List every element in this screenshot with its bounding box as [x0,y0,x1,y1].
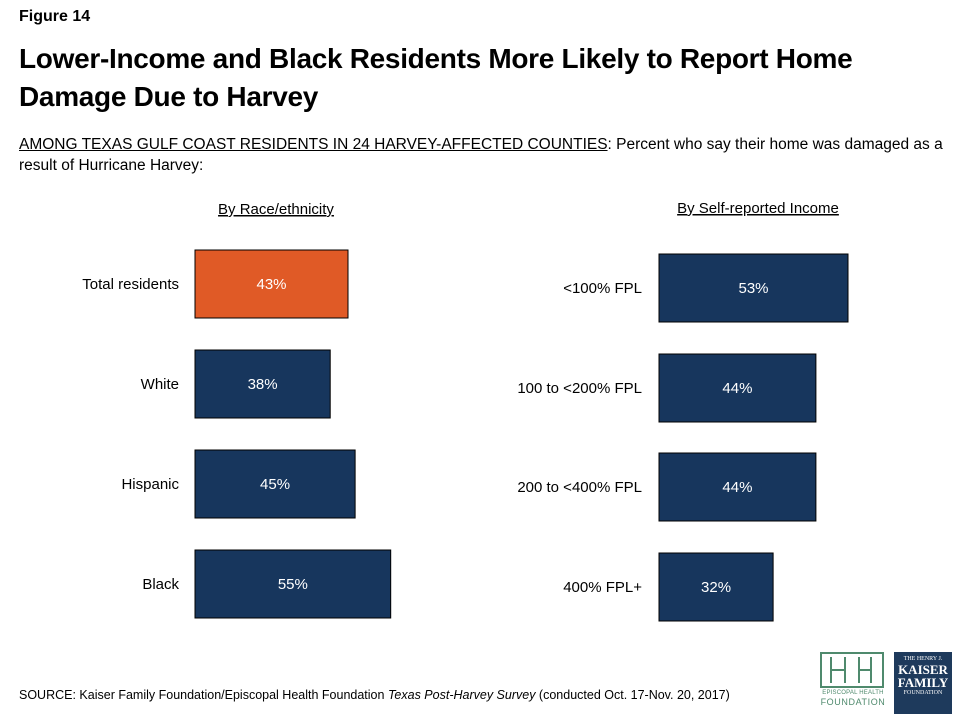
chart-2: By Self-reported Income <100% FPL 53% 100 t… [517,200,849,622]
bar [194,449,356,519]
data-label: 44% [722,380,752,397]
ehf-line2: FOUNDATION [820,697,886,707]
source-suffix: (conducted Oct. 17-Nov. 20, 2017) [535,688,730,702]
data-label: 45% [260,476,290,493]
source-prefix: SOURCE: Kaiser Family Foundation/Episcop… [19,688,388,702]
panel-title: By Race/ethnicity [218,201,334,218]
bar [658,353,817,423]
kff-line1: THE HENRY J. [903,656,943,662]
category-label: White [141,376,179,393]
category-label: Black [142,576,179,593]
category-label: Hispanic [121,476,179,493]
chart-1: By Race/ethnicity Total residents 43% White… [82,201,392,619]
data-label: 32% [701,579,731,596]
kff-line2: KAISER [898,662,948,677]
category-label: <100% FPL [563,280,642,297]
data-label: 55% [278,576,308,593]
ehf-mark-icon [820,652,884,688]
data-label: 44% [722,479,752,496]
bar [658,452,817,522]
bar [658,552,774,622]
chart-subtitle: AMONG TEXAS GULF COAST RESIDENTS IN 24 H… [19,134,944,176]
panel-title: By Self-reported Income [677,200,839,217]
data-label: 43% [256,276,286,293]
data-label: 38% [248,376,278,393]
figure-label: Figure 14 [19,8,91,25]
kaiser-family-foundation-logo: THE HENRY J. KAISER FAMILY FOUNDATION [894,652,952,714]
source-note: SOURCE: Kaiser Family Foundation/Episcop… [19,688,730,702]
category-label: 400% FPL+ [563,579,642,596]
kff-line3: FAMILY [897,675,949,690]
bar [658,253,849,323]
category-label: 200 to <400% FPL [517,479,642,496]
category-label: Total residents [82,276,179,293]
source-publication: Texas Post-Harvey Survey [387,688,536,702]
subtitle-lead: AMONG TEXAS GULF COAST RESIDENTS IN 24 H… [19,136,608,153]
bar [194,549,392,619]
data-label: 53% [738,280,768,297]
kff-line4: FOUNDATION [903,690,943,696]
chart-title: Lower-Income and Black Residents More Li… [19,43,853,112]
bar [194,249,349,319]
subtitle-rest: : Percent who say their home was damaged… [19,136,943,174]
bar [194,349,331,419]
category-label: 100 to <200% FPL [517,380,642,397]
episcopal-health-foundation-logo: EPISCOPAL HEALTH FOUNDATION [818,652,888,712]
ehf-line1: EPISCOPAL HEALTH [822,690,884,696]
